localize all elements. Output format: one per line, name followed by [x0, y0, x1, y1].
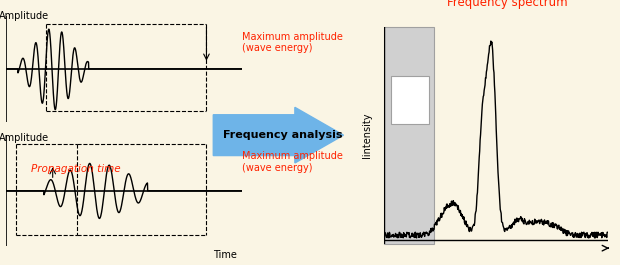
Bar [391, 77, 429, 124]
Text: Iintensity: Iintensity [361, 112, 371, 158]
Text: Frequency spectrum: Frequency spectrum [447, 0, 567, 9]
Text: Amplitude: Amplitude [0, 11, 49, 21]
Text: Amplitude: Amplitude [0, 133, 49, 143]
Text: Frequency analysis: Frequency analysis [223, 130, 342, 140]
Text: Propagation time: Propagation time [31, 164, 121, 174]
FancyArrow shape [213, 107, 343, 163]
Bar [384, 26, 433, 244]
Text: Maximum amplitude
(wave energy): Maximum amplitude (wave energy) [242, 32, 343, 54]
Text: Time: Time [213, 127, 237, 137]
Text: Time: Time [213, 250, 237, 260]
Text: Maximum amplitude
(wave energy): Maximum amplitude (wave energy) [242, 151, 343, 173]
